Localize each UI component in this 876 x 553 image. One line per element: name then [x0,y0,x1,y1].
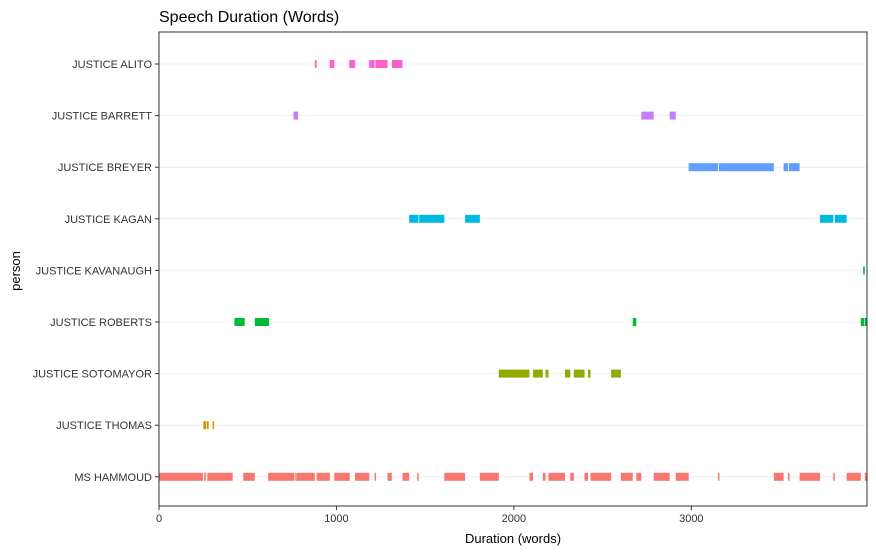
y-tick-label: JUSTICE BARRETT [52,111,153,123]
x-tick-label: 2000 [502,513,526,525]
speech-segment-bar [159,472,204,481]
speech-segment-bar [329,60,335,68]
speech-segment-bar [590,472,612,481]
speech-segment-bar [268,472,295,481]
speech-segment-bar [314,60,317,68]
x-tick-label: 0 [156,513,162,525]
speech-segment-bar [863,266,865,275]
speech-segment-bar [548,472,565,481]
y-tick-label: JUSTICE KAGAN [65,214,152,226]
speech-segment-bar [833,472,835,481]
speech-segment-bar [799,472,820,481]
speech-segment-bar [391,60,403,68]
speech-segment-bar [788,472,790,481]
grid-lines [159,63,867,478]
speech-segment-bar [542,472,546,481]
speech-segment-bar [573,369,585,378]
speech-segment-bar [316,472,330,481]
speech-segment-bar [402,472,410,481]
speech-segment-bar [204,472,207,481]
speech-segment-bar [641,111,654,120]
speech-segment-bar [444,472,466,481]
speech-segment-bar [718,163,774,172]
speech-segment-bar [479,472,499,481]
speech-segment-bar [254,318,270,326]
y-tick-label: MS HAMMOUD [74,472,152,484]
speech-segment-bar [860,318,865,326]
y-tick-label: JUSTICE ALITO [72,59,152,71]
speech-segment-bar [369,60,375,68]
speech-segment-bar [529,472,534,481]
x-axis: 0 1000 2000 3000 [156,506,704,525]
bars [159,60,867,481]
y-axis-title: person [8,251,23,291]
x-tick-label: 1000 [324,513,348,525]
x-axis-title: Duration (words) [465,531,561,546]
speech-segment-bar [588,369,591,378]
speech-segment-bar [203,421,207,430]
speech-segment-bar [533,369,543,378]
speech-segment-bar [349,60,356,68]
y-axis: JUSTICE ALITO JUSTICE BARRETT JUSTICE BREY… [33,59,159,484]
speech-segment-bar [834,214,847,223]
speech-segment-bar [864,472,867,481]
speech-segment-bar [355,472,370,481]
speech-segment-bar [498,369,530,378]
speech-segment-bar [564,369,571,378]
speech-segment-bar [295,472,297,481]
speech-segment-bar [374,472,377,481]
speech-segment-bar [846,472,861,481]
speech-segment-bar [419,214,445,223]
speech-segment-bar [611,369,621,378]
speech-segment-bar [375,60,388,68]
speech-segment-bar [234,318,245,326]
y-tick-label: JUSTICE BREYER [58,162,152,174]
y-tick-label: JUSTICE KAVANAUGH [36,265,152,277]
speech-segment-bar [334,472,350,481]
speech-segment-bar [636,472,642,481]
speech-segment-bar [864,318,867,326]
speech-segment-bar [570,472,574,481]
y-tick-label: JUSTICE ROBERTS [50,317,152,329]
speech-segment-bar [620,472,633,481]
speech-segment-bar [819,214,834,223]
speech-segment-bar [669,111,676,120]
y-tick-label: JUSTICE THOMAS [56,420,152,432]
speech-segment-bar [293,111,298,120]
x-tick-label: 3000 [679,513,703,525]
chart-title: Speech Duration (Words) [159,9,339,26]
speech-segment-bar [783,163,789,172]
speech-segment-bar [788,163,800,172]
speech-segment-bar [675,472,689,481]
speech-segment-bar [688,163,718,172]
speech-segment-bar [717,472,720,481]
speech-segment-bar [632,318,637,326]
speech-segment-bar [465,214,480,223]
speech-segment-bar [417,472,419,481]
speech-segment-bar [243,472,255,481]
speech-segment-bar [212,421,215,430]
speech-segment-bar [387,472,392,481]
speech-segment-bar [773,472,784,481]
speech-segment-bar [297,472,315,481]
y-tick-label: JUSTICE SOTOMAYOR [33,369,152,381]
speech-segment-bar [584,472,589,481]
panel-border [158,31,868,507]
speech-segment-bar [207,472,233,481]
speech-segment-bar [409,214,419,223]
speech-segment-bar [545,369,549,378]
speech-segment-bar [206,421,209,430]
speech-segment-bar [653,472,670,481]
